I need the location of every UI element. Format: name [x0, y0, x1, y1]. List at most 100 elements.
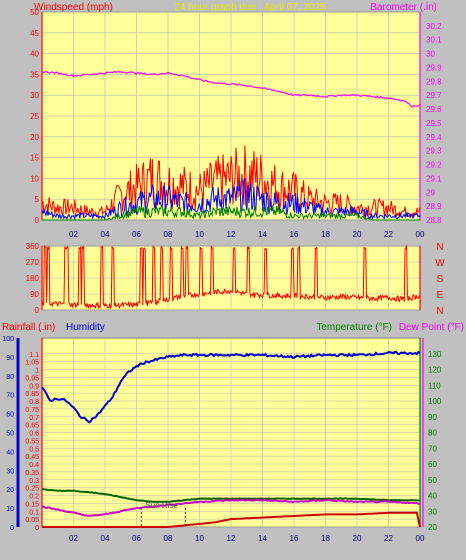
temperature-tick-label: 50 — [428, 476, 437, 485]
humidity-tick-label: 50 — [6, 431, 14, 438]
barometer-tick-label: 29.7 — [426, 91, 442, 100]
rainfall-tick-label: 0.7 — [29, 415, 39, 422]
time-tick-label: 02 — [69, 230, 78, 239]
temperature-tick-label: 40 — [428, 492, 437, 501]
rainfall-line — [42, 511, 421, 528]
wind-tick-label: 15 — [30, 154, 39, 163]
wind-tick-label: 45 — [30, 29, 39, 38]
humidity-tick-label: 100 — [2, 336, 14, 343]
temperature-tick-label: 70 — [428, 444, 437, 453]
time-tick-label: 00 — [416, 230, 425, 239]
rainfall-axis-title: Rainfall (.in) — [2, 322, 55, 333]
barometer-tick-label: 29.8 — [426, 77, 442, 86]
humidity-tick-label: 30 — [6, 468, 14, 475]
barometer-tick-label: 29.9 — [426, 63, 442, 72]
temperature-tick-label: 130 — [428, 350, 442, 359]
barometer-tick-label: 29 — [426, 188, 435, 197]
barometer-tick-label: 30 — [426, 50, 435, 59]
barometer-tick-label: 29.1 — [426, 174, 442, 183]
time-tick-label: 12 — [227, 230, 236, 239]
time-tick-label: 08 — [164, 230, 173, 239]
time-tick-label: 18 — [321, 534, 330, 543]
temperature-tick-label: 120 — [428, 366, 442, 375]
rainfall-tick-label: 0.95 — [25, 375, 39, 382]
temperature-line — [42, 488, 420, 504]
rainfall-tick-label: 1.1 — [29, 352, 39, 359]
wind-tick-label: 5 — [35, 195, 40, 204]
rainfall-tick-label: 0.85 — [25, 391, 39, 398]
barometer-tick-label: 30.1 — [426, 36, 442, 45]
time-tick-label: 22 — [384, 534, 393, 543]
humidity-tick-label: 90 — [6, 355, 14, 362]
time-tick-label: 06 — [132, 534, 141, 543]
dewpoint-line — [41, 498, 421, 517]
wind-gust-line — [41, 145, 421, 218]
temperature-tick-label: 30 — [428, 507, 437, 516]
time-tick-label: 04 — [101, 534, 110, 543]
barometer-tick-label: 29.4 — [426, 133, 442, 142]
wind-tick-label: 25 — [30, 112, 39, 121]
temperature-tick-label: 90 — [428, 413, 437, 422]
wind-tick-label: 30 — [30, 91, 39, 100]
time-tick-label: 04 — [101, 230, 110, 239]
wind-tick-label: 40 — [30, 50, 39, 59]
temperature-axis-title: Temperature (°F) — [316, 322, 392, 333]
dewpoint-axis-title: Dew Point (°F) — [399, 322, 464, 333]
rainfall-tick-label: 0.1 — [29, 509, 39, 516]
wind-tick-label: 50 — [30, 8, 39, 17]
barometer-tick-label: 28.8 — [426, 216, 442, 225]
humidity-line — [41, 350, 421, 424]
direction-tick-label: 0 — [35, 306, 40, 315]
wind-low-line — [42, 204, 420, 221]
humidity-tick-label: 60 — [6, 412, 14, 419]
wind-tick-label: 0 — [35, 216, 40, 225]
direction-tick-label: 180 — [26, 274, 40, 283]
rainfall-tick-label: 0.25 — [25, 486, 39, 493]
humidity-tick-label: 20 — [6, 487, 14, 494]
humidity-tick-label: 10 — [6, 506, 14, 513]
barometer-tick-label: 29.2 — [426, 161, 442, 170]
barometer-tick-label: 30.2 — [426, 22, 442, 31]
compass-label: N — [436, 242, 443, 253]
time-tick-label: 20 — [353, 230, 362, 239]
compass-label: N — [436, 306, 443, 317]
rainfall-tick-label: 1 — [35, 368, 39, 375]
wind-tick-label: 10 — [30, 174, 39, 183]
windspeed-axis-title: Windspeed (mph) — [34, 2, 113, 13]
rainfall-tick-label: 0.55 — [25, 438, 39, 445]
time-tick-label: 20 — [353, 534, 362, 543]
rainfall-tick-label: 0.5 — [29, 446, 39, 453]
temperature-tick-label: 20 — [428, 523, 437, 532]
time-tick-label: 00 — [416, 534, 425, 543]
time-tick-label: 08 — [164, 534, 173, 543]
direction-tick-label: 360 — [26, 242, 40, 251]
direction-tick-label: 270 — [26, 258, 40, 267]
time-tick-label: 12 — [227, 534, 236, 543]
temperature-tick-label: 60 — [428, 460, 437, 469]
time-tick-label: 16 — [290, 230, 299, 239]
rainfall-tick-label: 0.65 — [25, 423, 39, 430]
rainfall-tick-label: 0.75 — [25, 407, 39, 414]
rainfall-tick-label: 0.45 — [25, 454, 39, 461]
time-tick-label: 10 — [195, 230, 204, 239]
humidity-tick-label: 40 — [6, 449, 14, 456]
humidity-tick-label: 80 — [6, 374, 14, 381]
compass-label: S — [437, 274, 444, 285]
time-tick-label: 16 — [290, 534, 299, 543]
direction-tick-label: 90 — [30, 290, 39, 299]
rainfall-tick-label: 0.35 — [25, 470, 39, 477]
rainfall-tick-label: 0.05 — [25, 517, 39, 524]
rainfall-tick-label: 0.2 — [29, 494, 39, 501]
humidity-axis-title: Humidity — [66, 322, 105, 333]
rainfall-tick-label: 1.05 — [25, 360, 39, 367]
time-tick-label: 18 — [321, 230, 330, 239]
barometer-axis-title: Barometer (.in) — [370, 2, 437, 13]
barometer-line — [41, 70, 421, 108]
rainfall-tick-label: 0.9 — [29, 383, 39, 390]
time-tick-label: 22 — [384, 230, 393, 239]
compass-label: W — [435, 258, 445, 269]
wind-direction-line — [41, 244, 421, 310]
rainfall-tick-label: 0.15 — [25, 501, 39, 508]
